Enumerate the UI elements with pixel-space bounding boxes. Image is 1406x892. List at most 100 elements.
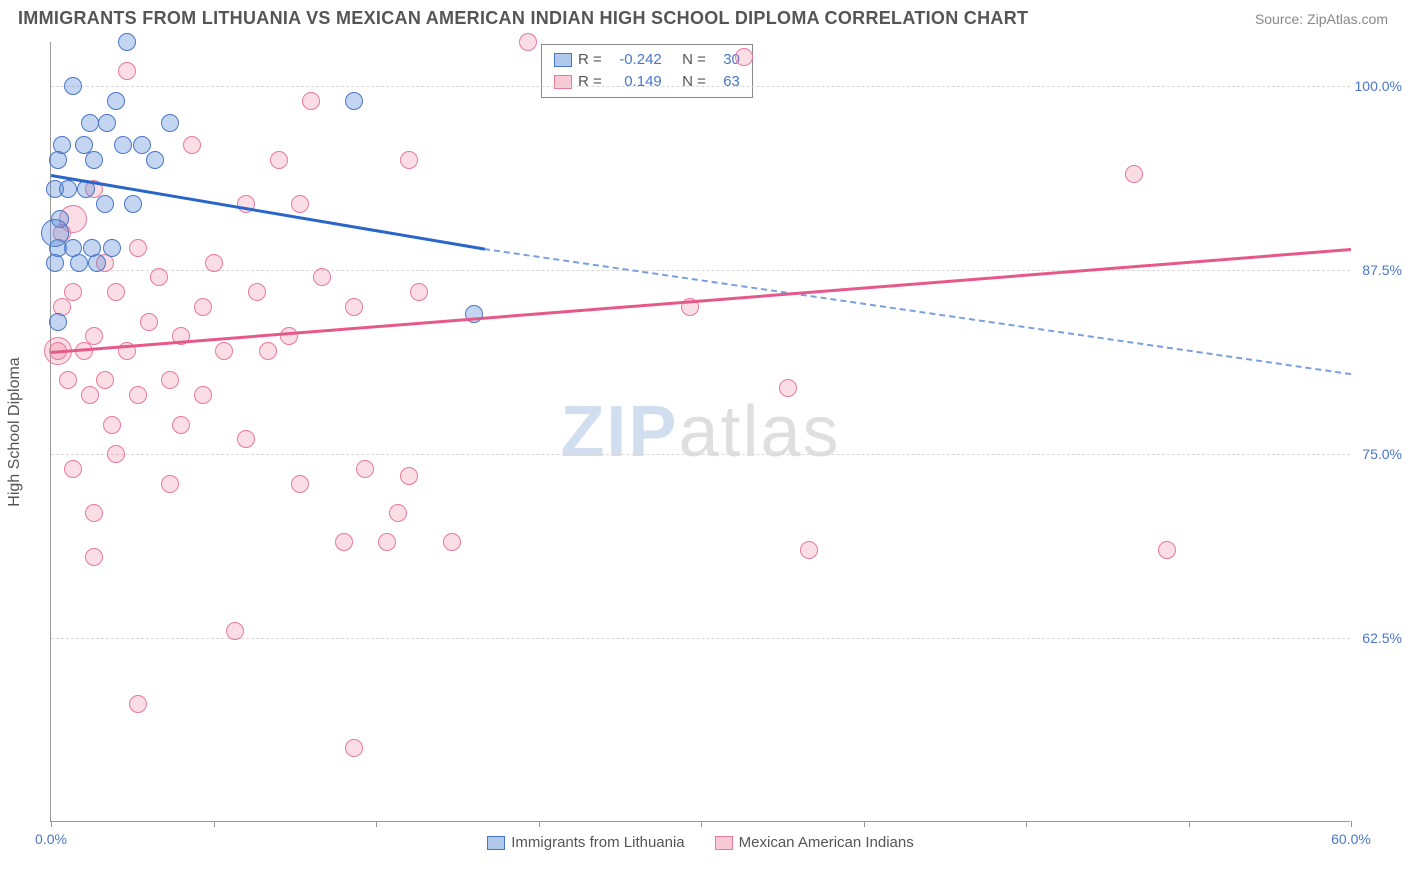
y-tick-label: 100.0%	[1354, 78, 1402, 94]
data-point	[107, 283, 125, 301]
y-tick-label: 62.5%	[1354, 630, 1402, 646]
data-point	[41, 219, 69, 247]
data-point	[735, 48, 753, 66]
data-point	[161, 114, 179, 132]
data-point	[146, 151, 164, 169]
gridline	[51, 638, 1350, 639]
x-tick	[51, 821, 52, 827]
data-point	[1125, 165, 1143, 183]
x-tick	[539, 821, 540, 827]
x-tick-label: 0.0%	[35, 831, 67, 847]
data-point	[96, 371, 114, 389]
x-tick-label: 60.0%	[1331, 831, 1371, 847]
chart-title: IMMIGRANTS FROM LITHUANIA VS MEXICAN AME…	[18, 8, 1028, 29]
data-point	[226, 622, 244, 640]
data-point	[205, 254, 223, 272]
data-point	[114, 136, 132, 154]
data-point	[81, 386, 99, 404]
data-point	[443, 533, 461, 551]
data-point	[103, 239, 121, 257]
data-point	[389, 504, 407, 522]
gridline	[51, 270, 1350, 271]
data-point	[291, 475, 309, 493]
x-tick	[864, 821, 865, 827]
data-point	[46, 254, 64, 272]
x-tick	[214, 821, 215, 827]
data-point	[98, 114, 116, 132]
gridline	[51, 86, 1350, 87]
data-point	[64, 460, 82, 478]
x-tick	[1026, 821, 1027, 827]
data-point	[129, 386, 147, 404]
x-tick	[701, 821, 702, 827]
data-point	[103, 416, 121, 434]
gridline	[51, 454, 1350, 455]
data-point	[345, 298, 363, 316]
watermark: ZIPatlas	[560, 391, 840, 473]
data-point	[400, 467, 418, 485]
x-tick	[1351, 821, 1352, 827]
data-point	[194, 298, 212, 316]
data-point	[49, 313, 67, 331]
data-point	[59, 180, 77, 198]
data-point	[161, 371, 179, 389]
data-point	[96, 195, 114, 213]
y-tick-label: 75.0%	[1354, 446, 1402, 462]
data-point	[49, 151, 67, 169]
stats-legend: R = -0.242 N = 30 R = 0.149 N = 63	[541, 44, 753, 98]
data-point	[161, 475, 179, 493]
data-point	[118, 33, 136, 51]
legend-item: Mexican American Indians	[715, 834, 914, 851]
data-point	[107, 92, 125, 110]
source-label: Source: ZipAtlas.com	[1255, 11, 1388, 27]
data-point	[313, 268, 331, 286]
data-point	[129, 239, 147, 257]
data-point	[280, 327, 298, 345]
scatter-chart: High School Diploma ZIPatlas R = -0.242 …	[50, 42, 1350, 822]
data-point	[194, 386, 212, 404]
data-point	[81, 114, 99, 132]
data-point	[259, 342, 277, 360]
data-point	[237, 430, 255, 448]
data-point	[59, 371, 77, 389]
data-point	[356, 460, 374, 478]
x-tick	[1189, 821, 1190, 827]
data-point	[378, 533, 396, 551]
y-tick-label: 87.5%	[1354, 262, 1402, 278]
y-axis-label: High School Diploma	[6, 357, 24, 506]
legend-item: Immigrants from Lithuania	[487, 834, 684, 851]
data-point	[1158, 541, 1176, 559]
data-point	[410, 283, 428, 301]
data-point	[302, 92, 320, 110]
data-point	[118, 62, 136, 80]
data-point	[248, 283, 266, 301]
data-point	[270, 151, 288, 169]
data-point	[519, 33, 537, 51]
data-point	[129, 695, 147, 713]
trend-line	[484, 248, 1351, 375]
data-point	[140, 313, 158, 331]
data-point	[335, 533, 353, 551]
data-point	[172, 416, 190, 434]
data-point	[345, 92, 363, 110]
data-point	[183, 136, 201, 154]
data-point	[70, 254, 88, 272]
data-point	[400, 151, 418, 169]
data-point	[64, 77, 82, 95]
data-point	[800, 541, 818, 559]
data-point	[124, 195, 142, 213]
data-point	[291, 195, 309, 213]
data-point	[779, 379, 797, 397]
data-point	[85, 151, 103, 169]
trend-line	[51, 248, 1351, 354]
data-point	[85, 548, 103, 566]
data-point	[107, 445, 125, 463]
data-point	[345, 739, 363, 757]
data-point	[215, 342, 233, 360]
series-legend: Immigrants from Lithuania Mexican America…	[51, 834, 1350, 851]
x-tick	[376, 821, 377, 827]
data-point	[133, 136, 151, 154]
data-point	[150, 268, 168, 286]
data-point	[88, 254, 106, 272]
data-point	[85, 504, 103, 522]
